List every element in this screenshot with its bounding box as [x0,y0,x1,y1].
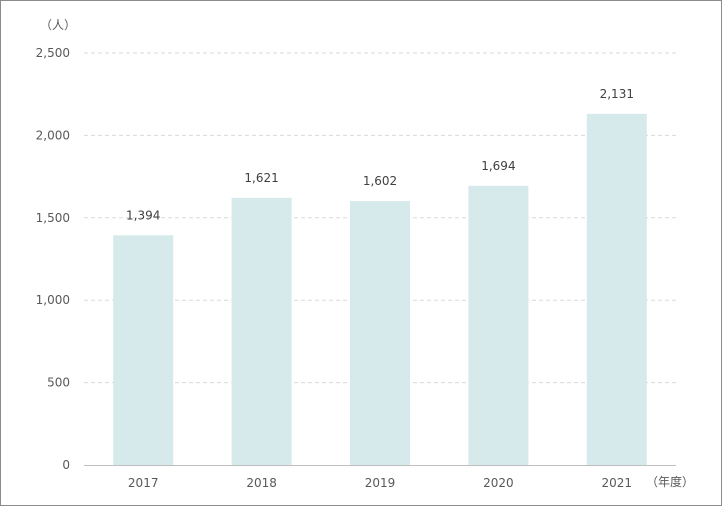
x-tick-label: 2018 [246,476,277,490]
bar-2017 [113,235,174,465]
y-tick-label: 2,500 [36,46,70,60]
bars [113,113,647,466]
y-tick-label: 2,000 [36,128,70,142]
data-label: 1,694 [481,159,515,173]
x-tick-label: 2020 [483,476,514,490]
y-tick-label: 500 [47,376,70,390]
bar-2019 [350,200,410,465]
x-tick-labels: 2017 2018 2019 2020 2021 [128,476,632,490]
data-label: 1,602 [363,174,397,188]
data-labels: 1,394 1,621 1,602 1,694 2,131 [126,87,634,222]
x-tick-label: 2017 [128,476,159,490]
y-tick-labels: 0 500 1,000 1,500 2,000 2,500 [36,46,70,472]
y-axis-unit: （人） [40,18,76,32]
data-label: 1,394 [126,208,160,222]
y-tick-label: 1,500 [36,211,70,225]
x-tick-label: 2021 [602,476,633,490]
data-label: 1,621 [244,171,278,185]
x-axis-unit: （年度） [646,474,694,489]
x-tick-label: 2019 [365,476,396,490]
y-tick-label: 0 [62,458,70,472]
y-tick-label: 1,000 [36,293,70,307]
bar-2021 [586,113,647,465]
bar-2020 [468,185,529,465]
data-label: 2,131 [600,87,634,101]
bar-2018 [231,197,292,466]
